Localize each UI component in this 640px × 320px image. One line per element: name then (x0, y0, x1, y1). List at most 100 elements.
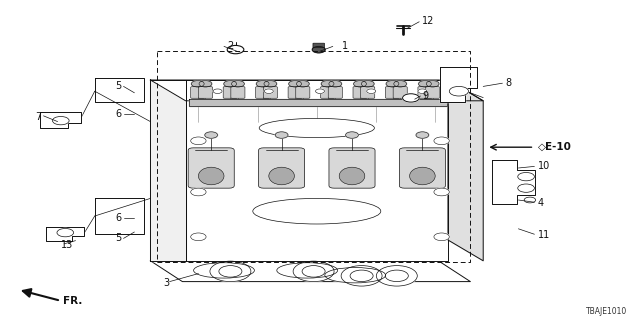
Circle shape (275, 132, 288, 138)
Circle shape (210, 261, 251, 282)
Circle shape (362, 81, 374, 87)
Circle shape (219, 266, 242, 277)
Polygon shape (46, 227, 84, 241)
Ellipse shape (269, 167, 294, 185)
Circle shape (419, 81, 431, 87)
Text: 2: 2 (227, 41, 234, 52)
FancyBboxPatch shape (329, 148, 375, 188)
Circle shape (321, 81, 334, 87)
Circle shape (302, 266, 325, 277)
Ellipse shape (198, 167, 224, 185)
Text: TBAJE1010: TBAJE1010 (586, 307, 627, 316)
Ellipse shape (259, 118, 374, 138)
Polygon shape (150, 261, 470, 282)
Circle shape (346, 132, 358, 138)
FancyBboxPatch shape (313, 43, 324, 48)
Polygon shape (150, 80, 186, 261)
Circle shape (403, 94, 419, 102)
Circle shape (57, 228, 74, 237)
Text: 11: 11 (538, 230, 550, 240)
Circle shape (418, 89, 427, 93)
Circle shape (191, 137, 206, 145)
Circle shape (264, 81, 276, 87)
Circle shape (385, 270, 408, 282)
FancyBboxPatch shape (418, 87, 432, 98)
Text: 12: 12 (422, 16, 435, 26)
FancyBboxPatch shape (361, 87, 375, 98)
FancyBboxPatch shape (255, 87, 269, 98)
Ellipse shape (193, 263, 255, 278)
Circle shape (224, 81, 237, 87)
Circle shape (367, 89, 376, 93)
FancyBboxPatch shape (223, 87, 237, 98)
Ellipse shape (276, 263, 338, 278)
Text: 3: 3 (163, 278, 170, 288)
Ellipse shape (410, 167, 435, 185)
Circle shape (350, 270, 373, 282)
Polygon shape (95, 78, 144, 102)
Circle shape (256, 81, 269, 87)
FancyBboxPatch shape (191, 87, 205, 98)
Circle shape (232, 81, 244, 87)
Circle shape (329, 81, 342, 87)
Text: 13: 13 (61, 240, 73, 250)
Circle shape (426, 81, 439, 87)
Circle shape (434, 233, 449, 241)
FancyBboxPatch shape (399, 148, 445, 188)
Circle shape (191, 81, 204, 87)
Circle shape (191, 188, 206, 196)
Circle shape (518, 184, 534, 192)
Circle shape (434, 188, 449, 196)
Circle shape (191, 233, 206, 241)
Circle shape (354, 81, 367, 87)
FancyBboxPatch shape (259, 148, 305, 188)
Text: 5: 5 (115, 233, 122, 244)
Polygon shape (189, 99, 447, 106)
Polygon shape (95, 198, 144, 234)
FancyBboxPatch shape (263, 87, 277, 98)
Circle shape (416, 132, 429, 138)
Polygon shape (448, 80, 483, 261)
FancyBboxPatch shape (321, 87, 335, 98)
Circle shape (376, 266, 417, 286)
Polygon shape (492, 160, 535, 204)
Circle shape (199, 81, 212, 87)
Circle shape (213, 89, 222, 93)
FancyBboxPatch shape (393, 87, 407, 98)
FancyBboxPatch shape (328, 87, 342, 98)
Circle shape (264, 89, 273, 93)
Circle shape (518, 172, 534, 181)
Circle shape (205, 132, 218, 138)
FancyBboxPatch shape (288, 87, 302, 98)
Polygon shape (440, 67, 477, 102)
Text: 6: 6 (115, 108, 122, 119)
Circle shape (293, 261, 334, 282)
Text: 5: 5 (115, 81, 122, 92)
FancyBboxPatch shape (296, 87, 310, 98)
FancyBboxPatch shape (426, 87, 440, 98)
Polygon shape (40, 112, 81, 128)
FancyBboxPatch shape (353, 87, 367, 98)
Circle shape (524, 197, 536, 203)
Text: 9: 9 (422, 91, 429, 101)
Circle shape (52, 116, 69, 125)
Ellipse shape (339, 167, 365, 185)
FancyBboxPatch shape (385, 87, 399, 98)
Circle shape (227, 45, 244, 54)
Circle shape (394, 81, 406, 87)
FancyBboxPatch shape (231, 87, 245, 98)
Text: 1: 1 (342, 41, 349, 52)
Text: 10: 10 (538, 161, 550, 172)
Ellipse shape (325, 268, 385, 283)
FancyBboxPatch shape (188, 148, 234, 188)
Text: 7: 7 (35, 112, 42, 122)
Circle shape (449, 86, 468, 96)
Circle shape (386, 81, 399, 87)
Circle shape (296, 81, 309, 87)
Circle shape (341, 266, 382, 286)
Text: ◇E-10: ◇E-10 (538, 142, 572, 152)
Circle shape (434, 137, 449, 145)
Circle shape (312, 46, 325, 53)
Text: FR.: FR. (63, 296, 82, 307)
Polygon shape (186, 80, 448, 261)
